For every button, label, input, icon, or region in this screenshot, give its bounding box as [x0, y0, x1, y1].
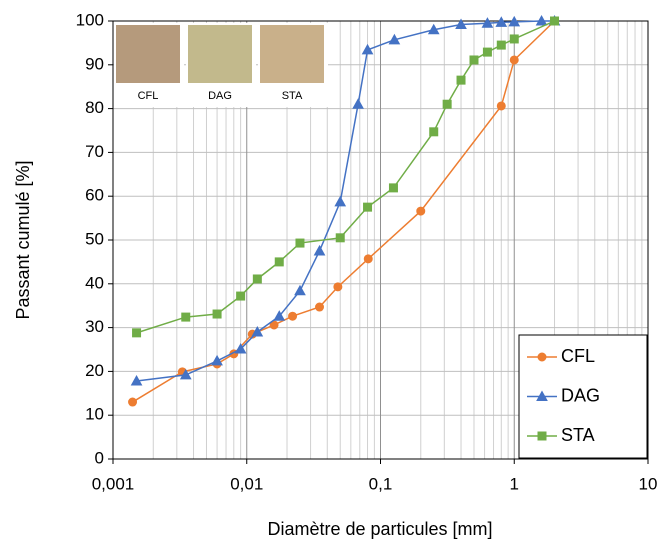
point: [509, 34, 519, 44]
point: [427, 23, 440, 35]
inset-label: DAG: [208, 90, 232, 102]
legend-marker: [537, 352, 547, 362]
y-tick-label: 10: [85, 405, 104, 424]
point: [481, 17, 494, 28]
point: [352, 98, 364, 109]
point: [179, 368, 192, 380]
point: [508, 15, 521, 27]
point: [535, 14, 548, 26]
point: [363, 202, 373, 212]
inset-photo: [188, 25, 252, 83]
y-tick-label: 50: [85, 229, 104, 248]
point: [388, 33, 401, 45]
y-tick-label: 0: [95, 448, 104, 467]
point: [273, 310, 286, 321]
point: [251, 325, 264, 337]
y-tick-label: 90: [85, 54, 104, 73]
point: [234, 343, 247, 354]
point: [333, 282, 343, 292]
point: [181, 312, 191, 322]
point: [236, 291, 246, 301]
point: [132, 328, 142, 338]
legend-label: CFL: [561, 346, 595, 366]
point: [274, 257, 284, 267]
point: [252, 274, 262, 284]
point: [269, 320, 279, 330]
x-tick-label: 0,001: [92, 474, 135, 493]
point: [550, 16, 560, 26]
point: [128, 397, 138, 407]
x-tick-label: 0,01: [230, 474, 263, 493]
inset-label: STA: [282, 90, 303, 102]
x-tick-label: 1: [510, 474, 519, 493]
point: [315, 302, 325, 312]
point: [482, 47, 492, 57]
inset-label: CFL: [138, 90, 159, 102]
point: [496, 40, 506, 50]
point: [495, 16, 508, 27]
y-tick-label: 80: [85, 98, 104, 117]
point: [416, 206, 426, 216]
legend-marker: [536, 390, 548, 401]
point: [294, 284, 306, 296]
legend-label: DAG: [561, 385, 600, 405]
y-tick-label: 100: [76, 10, 104, 29]
point: [313, 244, 326, 256]
y-tick-label: 70: [85, 142, 104, 161]
point: [388, 183, 398, 193]
y-axis-title: Passant cumulé [%]: [13, 160, 33, 319]
point: [334, 195, 347, 207]
y-tick-label: 60: [85, 186, 104, 205]
x-axis-title: Diamètre de particules [mm]: [267, 519, 492, 539]
legend-label: STA: [561, 425, 595, 445]
x-tick-label: 0,1: [369, 474, 393, 493]
x-tick-label: 10: [639, 474, 658, 493]
plot-frame: [112, 20, 649, 460]
point: [211, 354, 223, 366]
y-tick-label: 20: [85, 361, 104, 380]
point: [455, 18, 467, 30]
point: [429, 127, 439, 137]
point: [335, 233, 345, 243]
point: [469, 55, 479, 65]
point: [130, 375, 143, 386]
point: [363, 254, 373, 264]
legend-marker: [537, 431, 547, 441]
point: [295, 238, 305, 248]
inset-photo: [116, 25, 180, 83]
point: [442, 99, 452, 109]
point: [212, 309, 222, 319]
legend: CFL DAG STA: [518, 334, 648, 459]
point: [361, 43, 374, 55]
inset-photo: [260, 25, 324, 83]
point: [456, 75, 466, 85]
point: [509, 55, 519, 65]
y-tick-label: 40: [85, 273, 104, 292]
y-tick-label: 30: [85, 317, 104, 336]
point: [288, 311, 298, 321]
point: [496, 101, 506, 111]
